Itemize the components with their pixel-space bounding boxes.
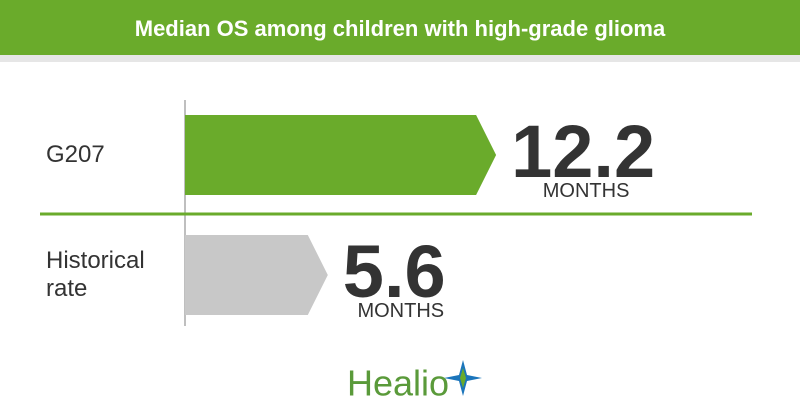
- category-label: Historical rate: [46, 247, 145, 302]
- logo: Healio: [347, 360, 482, 404]
- value-label: 12.2: [511, 110, 655, 193]
- unit-label: MONTHS: [543, 180, 630, 202]
- chart-title: Median OS among children with high-grade…: [135, 16, 666, 41]
- title-banner: [0, 0, 800, 55]
- bar: [185, 115, 497, 195]
- category-label: G207: [46, 141, 105, 168]
- unit-label: MONTHS: [357, 300, 444, 322]
- logo-text: Healio: [347, 363, 449, 404]
- logo-star-inner: [460, 368, 466, 388]
- bar: [185, 235, 328, 315]
- title-shadow: [0, 55, 800, 62]
- value-label: 5.6: [343, 230, 446, 313]
